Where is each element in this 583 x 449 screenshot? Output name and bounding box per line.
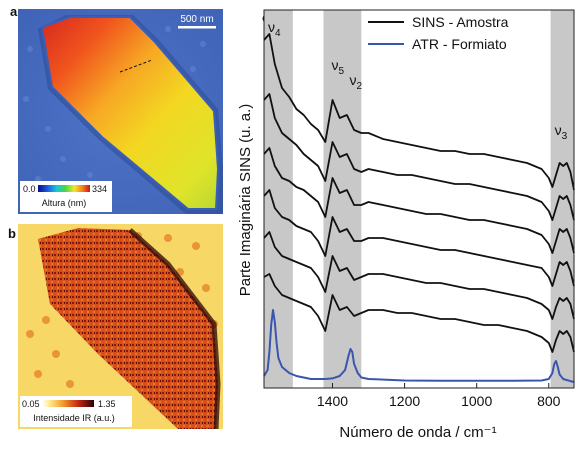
x-tick-label-1400: 1400 [317, 393, 348, 409]
afm-height-svg: 500 nm 0.0 334 Altura (nm) [18, 9, 223, 214]
band-label-nu3: ν3 [555, 122, 568, 142]
legend-label-sins: SINS - Amostra [412, 14, 509, 30]
ir-flake [38, 228, 218, 429]
afm-line-profile [119, 59, 153, 73]
afm-colorbar-title: Altura (nm) [42, 198, 87, 208]
series-sins-4 [263, 189, 575, 287]
band-label-nu4: ν4 [268, 19, 281, 39]
series-sins-2 [263, 93, 575, 221]
band-label-nu5: ν5 [331, 57, 344, 77]
series-sins-1 [263, 33, 575, 191]
ir-flake-edge [128, 228, 221, 429]
ir-intensity-map: 0.05 1.35 Intensidade IR (a.u.) [18, 224, 223, 429]
scale-bar [178, 26, 216, 29]
x-axis-label: Número de onda / cm⁻¹ [339, 424, 496, 441]
band-region-1 [323, 10, 362, 388]
afm-colorbar-max: 334 [92, 184, 107, 194]
legend: SINS - Amostra ATR - Formiato [368, 14, 509, 52]
ir-colorbar-max: 1.35 [98, 399, 116, 409]
legend-label-atr: ATR - Formiato [412, 36, 507, 52]
spectra-chart: ν4 ν5 ν2 ν3 1400 1200 1000 800 SINS - Amostra … [228, 0, 583, 444]
band-region-0 [264, 10, 293, 388]
band-label-nu2: ν2 [349, 72, 362, 92]
series-layer [263, 33, 575, 383]
series-atr-formiato [263, 309, 575, 383]
ir-colorbar-group: 0.05 1.35 Intensidade IR (a.u.) [20, 396, 132, 427]
ir-colorbar-title: Intensidade IR (a.u.) [33, 413, 115, 423]
x-tick-label-1200: 1200 [389, 393, 420, 409]
ir-colorbar-min: 0.05 [22, 399, 40, 409]
afm-height-map: 500 nm 0.0 334 Altura (nm) [18, 9, 223, 214]
scale-bar-label: 500 nm [180, 14, 213, 25]
afm-colorbar-min: 0.0 [23, 184, 36, 194]
panel-label-b: b [8, 226, 16, 241]
afm-colorbar [38, 185, 90, 192]
series-sins-6 [263, 273, 575, 353]
afm-colorbar-group: 0.0 334 Altura (nm) [20, 181, 112, 212]
plot-frame [263, 9, 575, 389]
afm-flake [40, 16, 220, 210]
y-axis-label: Parte Imaginária SINS (u. a.) [237, 104, 254, 297]
series-sins-3 [263, 147, 575, 254]
ir-colorbar [42, 400, 94, 407]
scale-bar-group: 500 nm [178, 14, 216, 29]
x-tick-label-1000: 1000 [461, 393, 492, 409]
panel-label-a: a [10, 4, 18, 19]
ticks-layer: 1400 1200 1000 800 [317, 383, 561, 409]
series-sins-5 [263, 231, 575, 320]
ir-intensity-svg: 0.05 1.35 Intensidade IR (a.u.) [18, 224, 223, 429]
x-tick-label-800: 800 [537, 393, 561, 409]
